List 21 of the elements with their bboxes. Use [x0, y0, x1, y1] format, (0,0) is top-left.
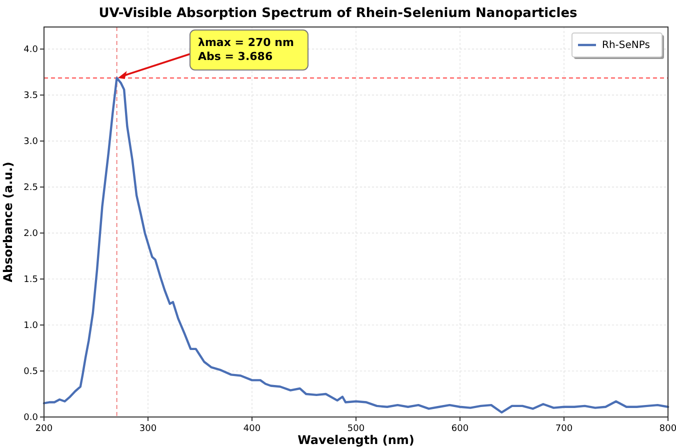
y-tick-label: 2.0 [24, 229, 38, 240]
x-axis-title: Wavelength (nm) [298, 433, 414, 447]
y-tick-label: 2.5 [24, 183, 38, 194]
x-tick-label: 800 [659, 424, 676, 434]
y-tick-label: 0.0 [24, 413, 38, 423]
y-tick-label: 1.5 [24, 275, 38, 286]
y-tick-label: 0.5 [24, 367, 38, 378]
y-tick-label: 1.0 [24, 321, 38, 332]
y-tick-label: 4.0 [24, 45, 38, 56]
x-tick-label: 400 [243, 424, 261, 434]
y-axis-title: Absorbance (a.u.) [1, 162, 15, 282]
legend-label: Rh-SeNPs [602, 40, 650, 51]
x-tick-label: 500 [347, 424, 365, 434]
y-tick-label: 3.0 [24, 137, 38, 148]
x-tick-label: 600 [451, 424, 469, 434]
chart-title: UV-Visible Absorption Spectrum of Rhein-Selenium Nanoparticles [98, 6, 578, 21]
annotation: λmax = 270 nm Abs = 3.686 [198, 36, 294, 63]
x-tick-label: 200 [35, 424, 53, 434]
x-tick-label: 700 [555, 424, 573, 434]
x-tick-label: 300 [139, 424, 157, 434]
y-tick-label: 3.5 [24, 91, 38, 102]
